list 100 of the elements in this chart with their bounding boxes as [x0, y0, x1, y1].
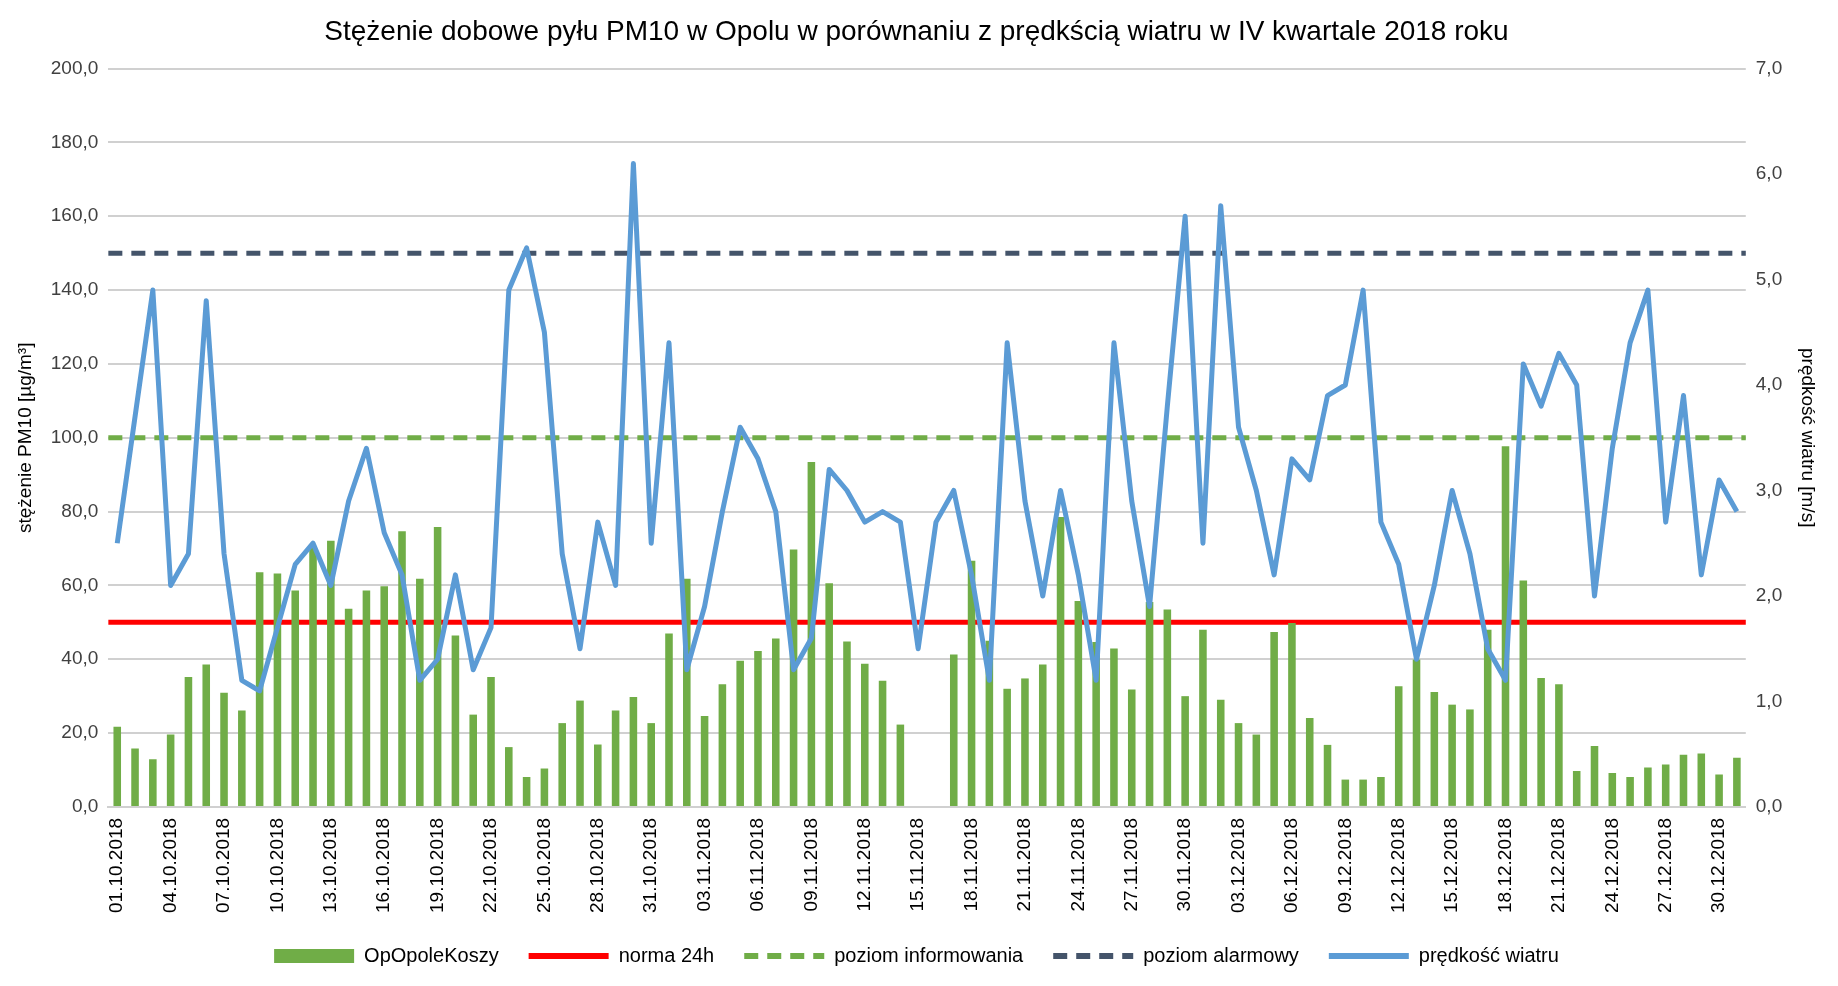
bar — [540, 768, 549, 806]
bar — [238, 710, 246, 806]
bar — [772, 638, 780, 806]
y2-tick-label: 7,0 — [1755, 56, 1783, 78]
y2-tick-label: 4,0 — [1755, 373, 1783, 395]
bar — [1341, 779, 1350, 806]
bar — [1216, 699, 1225, 806]
y2-tick-label: 2,0 — [1755, 584, 1783, 606]
x-tick-label: 13.10.2018 — [319, 817, 341, 913]
y2-tick-label: 3,0 — [1755, 478, 1783, 500]
bar — [1056, 517, 1065, 806]
bar — [647, 723, 655, 806]
bar — [220, 692, 228, 806]
y-tick-label: 120,0 — [50, 352, 99, 374]
bar — [1323, 744, 1332, 806]
bar — [1234, 723, 1243, 806]
bar — [1181, 696, 1189, 806]
bar — [469, 714, 477, 806]
bar — [860, 663, 869, 806]
bar — [184, 676, 193, 806]
x-tick-label: 24.11.2018 — [1066, 817, 1088, 912]
y-tick-label: 100,0 — [50, 425, 99, 447]
bar — [1394, 686, 1403, 806]
x-tick-label: 12.11.2018 — [853, 817, 875, 912]
y2-tick-label: 1,0 — [1755, 689, 1783, 711]
x-tick-label: 21.11.2018 — [1013, 817, 1035, 912]
x-tick-label: 01.10.2018 — [105, 817, 127, 913]
bar — [1163, 609, 1172, 806]
y2-axis-title: prędkość wiatru [m/s] — [1798, 348, 1820, 528]
bar — [878, 680, 887, 806]
bar — [1270, 631, 1278, 806]
bar — [1003, 688, 1011, 806]
bar — [754, 651, 762, 806]
bar — [202, 664, 211, 806]
x-tick-label: 22.10.2018 — [479, 817, 501, 913]
bar — [380, 586, 388, 806]
bar — [1608, 772, 1617, 806]
x-tick-label: 28.10.2018 — [586, 817, 608, 913]
bar — [166, 734, 175, 806]
bar — [1537, 678, 1545, 806]
bar — [1074, 600, 1083, 806]
bar — [1626, 777, 1634, 806]
x-tick-label: 04.10.2018 — [158, 817, 180, 913]
legend-label: norma 24h — [618, 943, 715, 966]
bar — [131, 748, 139, 806]
bar — [1110, 648, 1118, 806]
x-tick-label: 24.12.2018 — [1600, 817, 1622, 913]
x-tick-label: 07.10.2018 — [212, 817, 234, 913]
bar — [1359, 779, 1367, 806]
x-tick-label: 30.11.2018 — [1173, 817, 1195, 912]
y-tick-label: 80,0 — [61, 499, 99, 521]
bar — [113, 726, 122, 806]
y-tick-label: 60,0 — [61, 573, 99, 595]
bar — [1448, 704, 1456, 806]
x-tick-label: 25.10.2018 — [532, 817, 554, 913]
bar — [1572, 771, 1581, 806]
x-tick-label: 16.10.2018 — [372, 817, 394, 913]
bar — [1199, 629, 1207, 806]
bar — [149, 759, 157, 806]
y-tick-label: 40,0 — [61, 647, 99, 669]
bar — [594, 744, 602, 806]
y-tick-label: 0,0 — [71, 795, 99, 817]
bar — [1590, 746, 1599, 806]
y2-tick-label: 6,0 — [1755, 162, 1783, 184]
x-tick-label: 27.12.2018 — [1653, 817, 1675, 913]
y-tick-label: 200,0 — [50, 56, 99, 78]
bar — [362, 590, 371, 806]
bar — [487, 676, 495, 806]
bar — [1679, 754, 1688, 806]
y-axis-title: stężenie PM10 [µg/m³] — [13, 342, 35, 533]
bar — [718, 684, 727, 806]
bar — [1697, 753, 1706, 806]
bar — [700, 716, 709, 806]
bar — [291, 590, 300, 806]
x-tick-label: 03.12.2018 — [1226, 817, 1248, 913]
bar — [843, 641, 851, 806]
x-tick-label: 15.11.2018 — [906, 817, 928, 912]
bar — [1715, 774, 1723, 806]
legend-label: poziom informowania — [834, 943, 1025, 966]
y-tick-label: 20,0 — [61, 721, 99, 743]
y2-tick-label: 0,0 — [1755, 795, 1783, 817]
bar — [398, 531, 406, 806]
bar — [309, 547, 317, 806]
x-tick-label: 18.11.2018 — [959, 817, 981, 912]
bar — [522, 777, 531, 806]
bar — [1021, 678, 1029, 806]
bar — [1430, 692, 1439, 806]
bar — [949, 654, 958, 806]
bar — [1555, 684, 1563, 806]
bar — [505, 747, 513, 806]
bar — [1038, 664, 1047, 806]
bar — [558, 723, 566, 806]
x-tick-label: 03.11.2018 — [692, 817, 714, 912]
bar — [736, 660, 744, 806]
bar — [576, 700, 584, 806]
bar — [451, 635, 460, 806]
x-tick-label: 18.12.2018 — [1493, 817, 1515, 913]
x-tick-label: 09.11.2018 — [799, 817, 821, 912]
bar — [1377, 777, 1385, 806]
x-tick-label: 21.12.2018 — [1547, 817, 1569, 913]
